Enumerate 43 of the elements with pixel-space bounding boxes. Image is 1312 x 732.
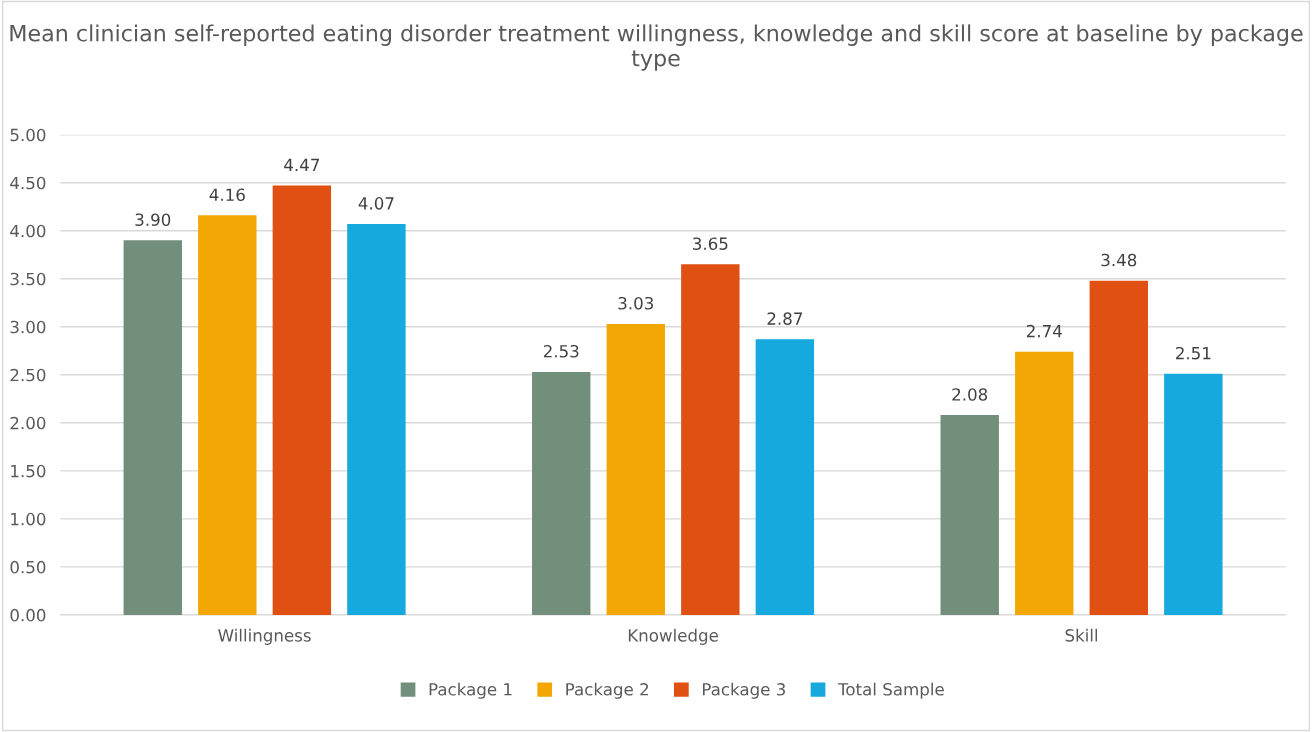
bar [272,185,332,615]
data-label: 2.87 [767,312,803,325]
legend-label: Total Sample [837,682,944,699]
bar [347,224,406,615]
y-tick-label: 3.00 [10,320,46,334]
bar [1089,280,1148,615]
y-tick-label: 2.00 [10,416,46,430]
data-label: 3.65 [693,237,728,250]
legend-label: Package 3 [702,682,786,699]
data-label: 2.53 [543,344,579,358]
y-tick-label: 1.00 [11,512,46,526]
bar [123,240,182,615]
data-label: 2.08 [952,388,988,401]
y-tick-label: 2.50 [10,368,46,382]
bar [755,339,815,615]
chart-title: Mean clinician self-reported eating disorder treatment willingness, knowledge and skill score at baseline by package type [10,24,1303,71]
y-tick-label: 0.00 [10,608,46,622]
data-label: 3.48 [1101,253,1137,267]
legend-label: Package 2 [566,682,649,699]
bar [681,264,740,615]
y-tick-label: 5.00 [10,128,46,142]
bar [1015,351,1074,615]
y-tick-label: 4.50 [10,176,46,190]
data-label: 4.16 [209,188,245,202]
data-label: 3.03 [618,296,653,310]
y-tick-label: 0.50 [10,560,46,574]
bar [198,215,257,615]
y-tick-label: 3.50 [10,272,46,286]
data-label: 2.74 [1026,324,1062,338]
y-tick-label: 4.00 [10,224,46,238]
y-tick-label: 1.50 [11,464,46,478]
bar [1164,373,1223,615]
data-label: 4.07 [358,197,394,210]
data-label: 2.51 [1176,346,1211,360]
bar [532,371,591,615]
bar [606,323,665,615]
legend-label: Package 1 [429,682,512,699]
bar [940,415,999,615]
x-tick-label: Knowledge [628,628,718,645]
data-label: 3.90 [135,213,171,226]
data-label: 4.47 [284,158,319,172]
x-tick-label: Willingness [218,628,311,645]
x-tick-label: Skill [1065,628,1098,642]
